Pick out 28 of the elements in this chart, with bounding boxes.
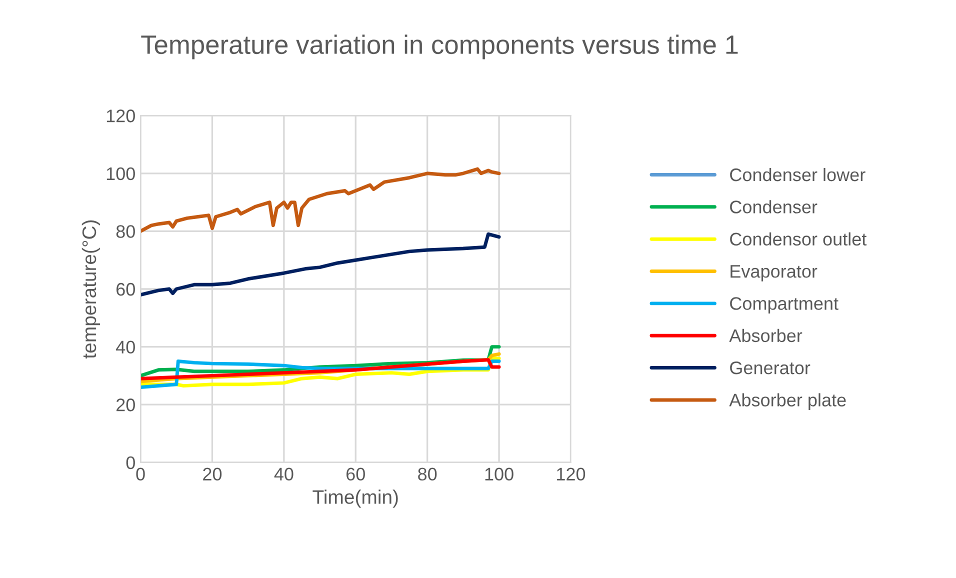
y-axis-title: temperature(°C) xyxy=(82,220,100,358)
legend-label: Compartment xyxy=(730,297,838,314)
legend-label: Absorber xyxy=(729,328,802,342)
x-tick-label: 80 xyxy=(418,468,437,481)
x-tick-label: 0 xyxy=(136,468,145,481)
y-tick-label: 100 xyxy=(106,167,135,180)
line-series xyxy=(140,358,501,380)
line-series xyxy=(140,232,501,297)
x-axis-title: Time(min) xyxy=(312,490,398,508)
x-tick-label: 40 xyxy=(274,468,294,481)
y-tick-label: 80 xyxy=(116,225,135,238)
x-tick-label: 20 xyxy=(203,468,222,481)
y-tick-label: 120 xyxy=(106,110,135,122)
y-tick-label: 40 xyxy=(116,340,135,354)
x-tick-label: 100 xyxy=(485,468,514,481)
legend-label: Condenser lower xyxy=(730,168,866,182)
legend-label: Condenser xyxy=(730,200,818,214)
chart-title: Temperature variation in components versus time 1 xyxy=(141,34,738,60)
legend-label: Evaporator xyxy=(730,265,818,282)
x-tick-label: 60 xyxy=(346,468,365,481)
legend-label: Condensor outlet xyxy=(730,232,867,246)
line-series xyxy=(140,167,501,233)
legend-label: Generator xyxy=(730,362,810,374)
legend-label: Absorber plate xyxy=(729,393,846,410)
y-tick-label: 60 xyxy=(116,282,135,296)
x-tick-label: 120 xyxy=(557,468,586,481)
y-tick-label: 0 xyxy=(126,456,135,470)
y-tick-label: 20 xyxy=(116,398,135,412)
